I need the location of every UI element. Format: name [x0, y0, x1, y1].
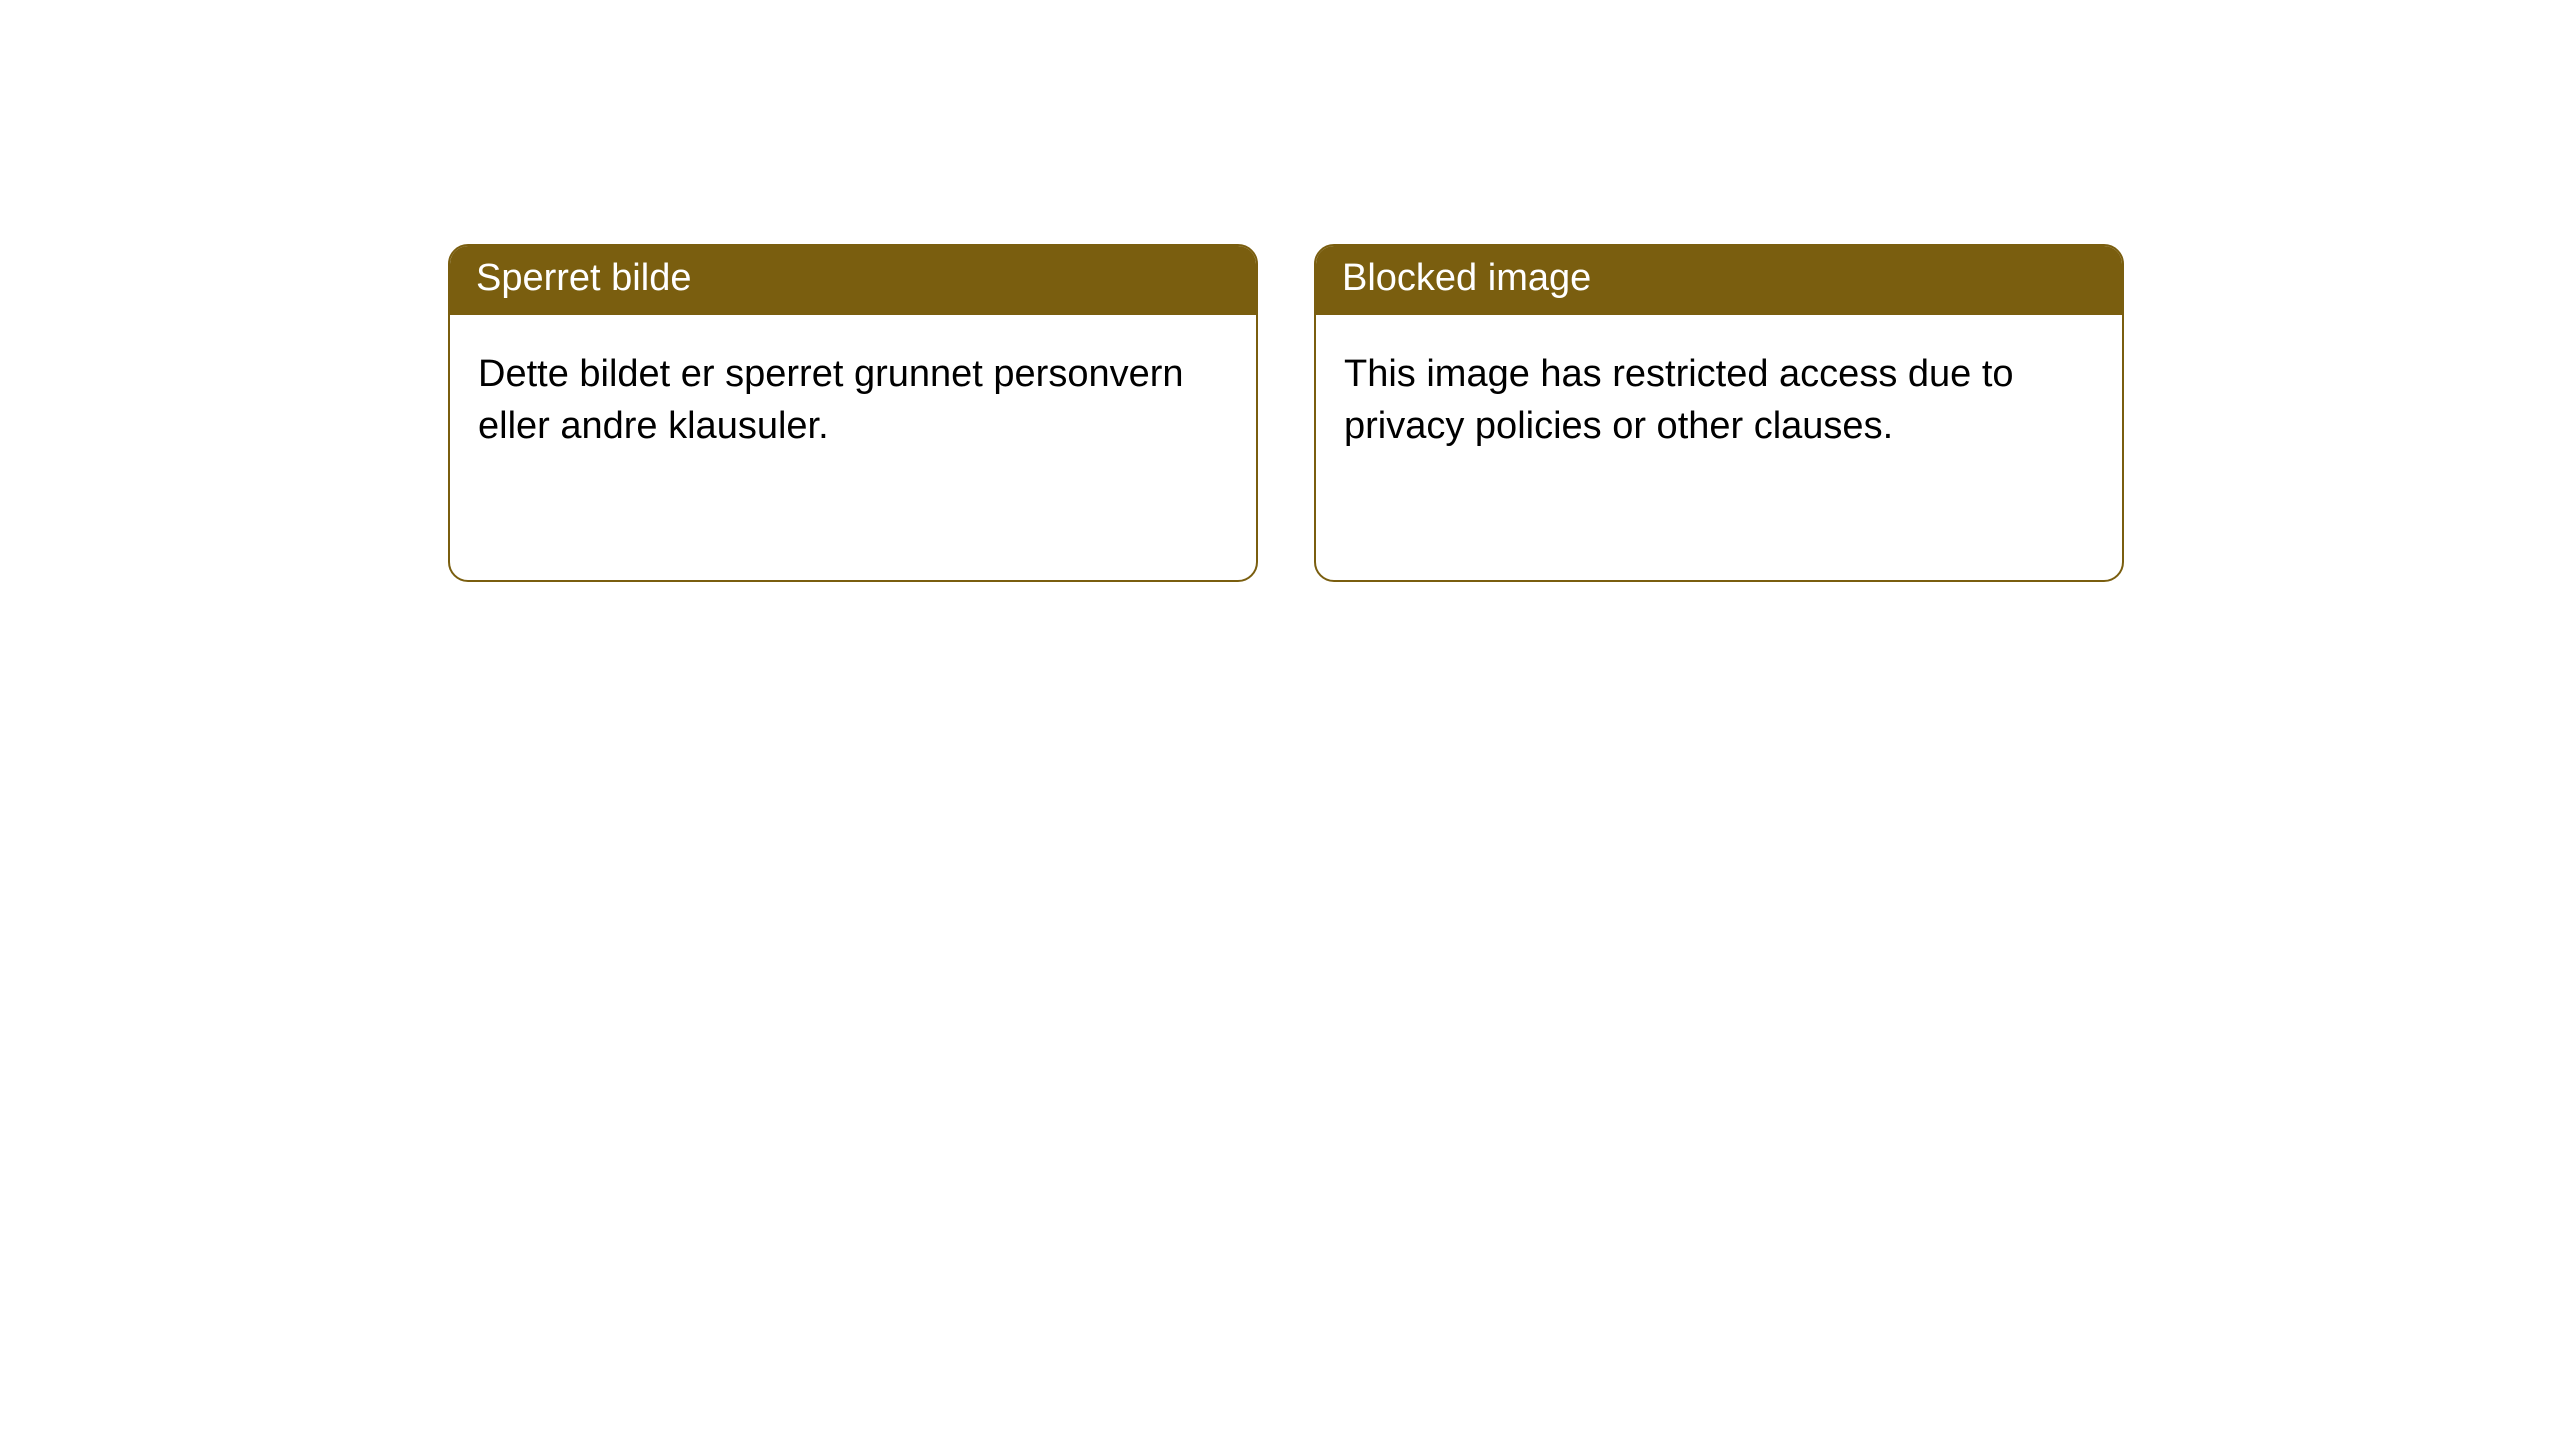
card-english: Blocked image This image has restricted … — [1314, 244, 2124, 582]
card-header-english: Blocked image — [1316, 246, 2122, 315]
card-norwegian: Sperret bilde Dette bildet er sperret gr… — [448, 244, 1258, 582]
cards-container: Sperret bilde Dette bildet er sperret gr… — [0, 0, 2560, 582]
card-body-english: This image has restricted access due to … — [1316, 315, 2122, 486]
card-header-norwegian: Sperret bilde — [450, 246, 1256, 315]
card-body-norwegian: Dette bildet er sperret grunnet personve… — [450, 315, 1256, 486]
